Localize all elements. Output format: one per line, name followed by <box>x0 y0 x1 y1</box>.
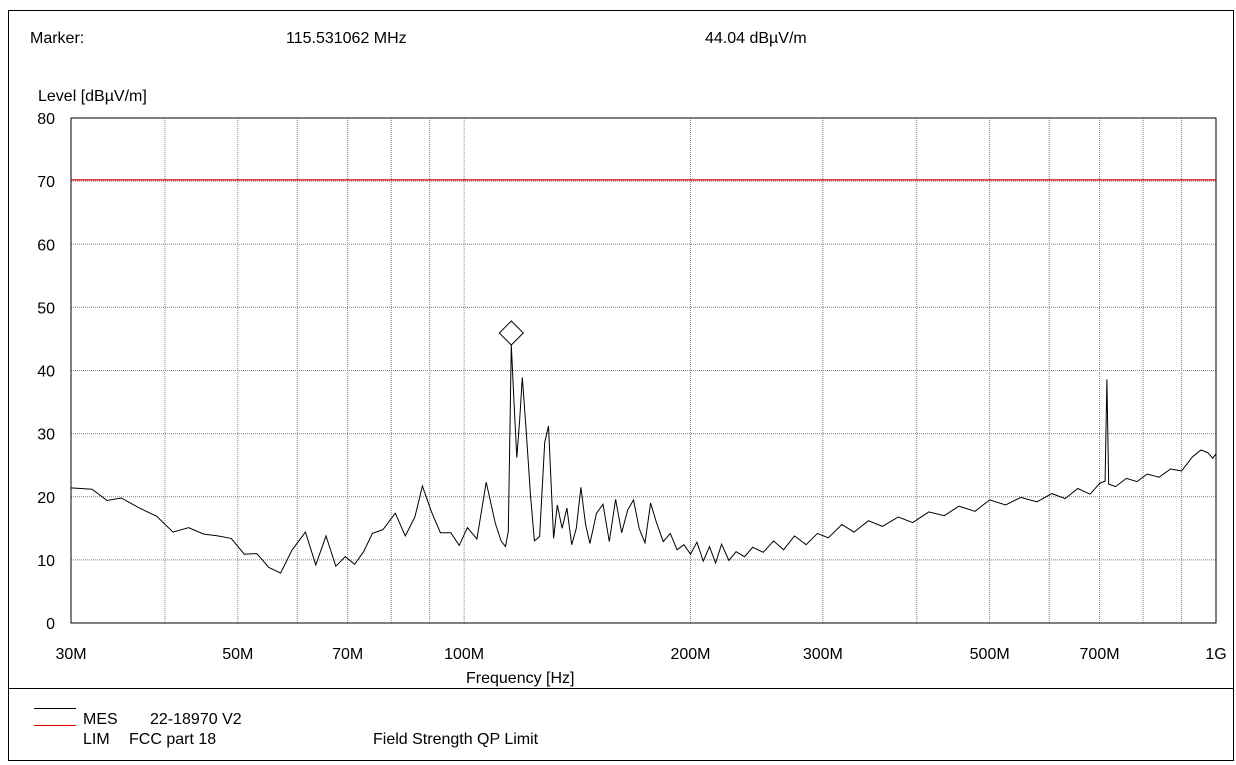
y-tick-label: 80 <box>37 111 55 128</box>
legend-lim-note: Field Strength QP Limit <box>373 731 539 748</box>
legend-divider <box>8 688 1234 689</box>
y-tick-label: 0 <box>46 616 55 633</box>
x-tick-label: 700M <box>1080 646 1120 663</box>
plot-border <box>70 117 1217 624</box>
x-tick-label: 500M <box>970 646 1010 663</box>
y-tick-label: 50 <box>37 300 55 317</box>
x-tick-label: 100M <box>444 646 484 663</box>
x-tick-label: 200M <box>670 646 710 663</box>
y-axis-label: Level [dBµV/m] <box>38 88 147 105</box>
legend-lim-swatch <box>34 725 76 726</box>
x-tick-label: 50M <box>222 646 253 663</box>
x-axis-label: Frequency [Hz] <box>466 670 575 687</box>
measurement-line <box>70 344 1217 574</box>
legend-mes-desc: 22-18970 V2 <box>150 711 242 728</box>
marker-level: 44.04 dBµV/m <box>705 30 807 47</box>
legend-lim-desc: FCC part 18 <box>129 731 217 748</box>
y-tick-label: 60 <box>37 237 55 254</box>
marker-frequency: 115.531062 MHz <box>286 30 407 47</box>
y-tick-label: 10 <box>37 553 55 570</box>
marker-label: Marker: <box>30 30 85 47</box>
x-tick-label: 70M <box>332 646 363 663</box>
marker-diamond <box>498 320 524 346</box>
x-tick-label: 300M <box>803 646 843 663</box>
x-tick-label: 1G <box>1205 646 1226 663</box>
y-tick-label: 30 <box>37 427 55 444</box>
chart-frame <box>8 10 1234 761</box>
y-tick-label: 20 <box>37 490 55 507</box>
legend-lim-label: LIM <box>83 731 110 748</box>
y-tick-label: 40 <box>37 364 55 381</box>
legend-mes-swatch <box>34 708 76 709</box>
y-tick-label: 70 <box>37 174 55 191</box>
legend-mes-label: MES <box>83 711 118 728</box>
x-tick-label: 30M <box>55 646 86 663</box>
